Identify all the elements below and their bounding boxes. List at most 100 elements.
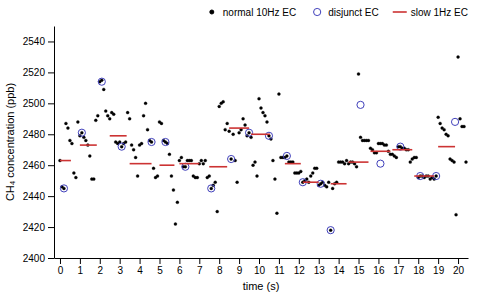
point: [142, 114, 145, 117]
point: [245, 129, 252, 136]
y-tick-mark: [48, 196, 54, 197]
x-tick: 18: [413, 258, 425, 276]
point: [150, 141, 153, 144]
x-tick-mark: [259, 258, 260, 264]
x-tick-label: 1: [78, 265, 84, 276]
point: [265, 120, 268, 123]
point: [102, 88, 105, 91]
y-tick-mark: [48, 103, 54, 104]
point: [263, 114, 266, 117]
x-tick-label: 7: [197, 265, 203, 276]
point: [355, 165, 358, 168]
y-tick: 2400: [23, 253, 54, 264]
point: [228, 155, 235, 162]
point: [218, 105, 221, 108]
y-tick-label: 2440: [23, 191, 46, 202]
point: [367, 139, 370, 142]
x-tick-mark: [60, 258, 61, 264]
x-tick-mark: [199, 258, 200, 264]
point: [285, 154, 288, 157]
y-tick: 2460: [23, 160, 54, 171]
point: [78, 129, 85, 136]
x-tick-label: 20: [453, 265, 465, 276]
point: [345, 159, 348, 162]
point: [283, 152, 290, 159]
point: [84, 139, 87, 142]
y-tick-mark: [48, 134, 54, 135]
point: [238, 131, 241, 134]
point: [409, 161, 412, 164]
point: [265, 132, 272, 139]
point: [152, 167, 155, 170]
point: [172, 188, 175, 191]
point: [112, 113, 115, 116]
x-tick-label: 16: [373, 265, 385, 276]
x-tick-label: 11: [274, 265, 285, 276]
point: [108, 117, 111, 120]
segment: [159, 164, 174, 166]
point: [88, 154, 91, 157]
chart: 0123456789101112131415161718192024002420…: [0, 0, 480, 296]
segment: [438, 146, 455, 148]
point: [60, 185, 67, 192]
point: [174, 222, 177, 225]
y-tick-label: 2460: [23, 160, 46, 171]
point: [395, 156, 398, 159]
y-axis-line: [54, 27, 55, 259]
point: [415, 156, 418, 159]
x-tick-mark: [159, 258, 160, 264]
point: [146, 128, 149, 131]
x-tick: 6: [177, 258, 183, 276]
legend-symbol: [210, 10, 214, 14]
point: [453, 161, 456, 164]
point: [96, 114, 99, 117]
point: [94, 119, 97, 122]
point: [226, 122, 229, 125]
point: [443, 128, 446, 131]
x-tick-label: 6: [177, 265, 183, 276]
point: [228, 130, 231, 133]
point: [455, 213, 458, 216]
segment: [251, 133, 270, 135]
point: [329, 229, 332, 232]
point: [327, 227, 334, 234]
point: [66, 127, 69, 130]
point: [463, 125, 466, 128]
point: [224, 128, 227, 131]
x-axis: 01234567891011121314151617181920: [55, 258, 469, 276]
x-tick-mark: [398, 258, 399, 264]
point: [92, 178, 95, 181]
point: [202, 162, 205, 165]
point: [447, 134, 450, 137]
x-tick-mark: [140, 258, 141, 264]
legend: normal 10Hz ECdisjunct ECslow 1Hz EC: [210, 7, 468, 18]
point: [439, 122, 442, 125]
x-tick-label: 8: [217, 265, 223, 276]
point: [261, 111, 264, 114]
point: [130, 144, 133, 147]
point: [214, 181, 217, 184]
point: [327, 181, 330, 184]
x-tick: 19: [433, 258, 445, 276]
y-tick-label: 2480: [23, 129, 46, 140]
x-axis-line: [55, 258, 469, 259]
segment: [285, 163, 301, 165]
segment: [414, 175, 434, 177]
x-tick-label: 2: [97, 265, 103, 276]
point: [309, 175, 312, 178]
x-tick: 0: [58, 258, 64, 276]
point: [200, 159, 203, 162]
y-tick-mark: [48, 72, 54, 73]
point: [104, 110, 107, 113]
point: [222, 100, 225, 103]
point: [180, 156, 183, 159]
point: [70, 142, 73, 145]
x-tick-label: 12: [294, 265, 306, 276]
y-axis-title: CH₄ concentration (ppb): [4, 83, 16, 201]
segment: [60, 160, 71, 162]
point: [68, 139, 71, 142]
x-tick-mark: [378, 258, 379, 264]
x-tick-mark: [319, 258, 320, 264]
point: [357, 101, 364, 108]
point: [208, 185, 215, 192]
